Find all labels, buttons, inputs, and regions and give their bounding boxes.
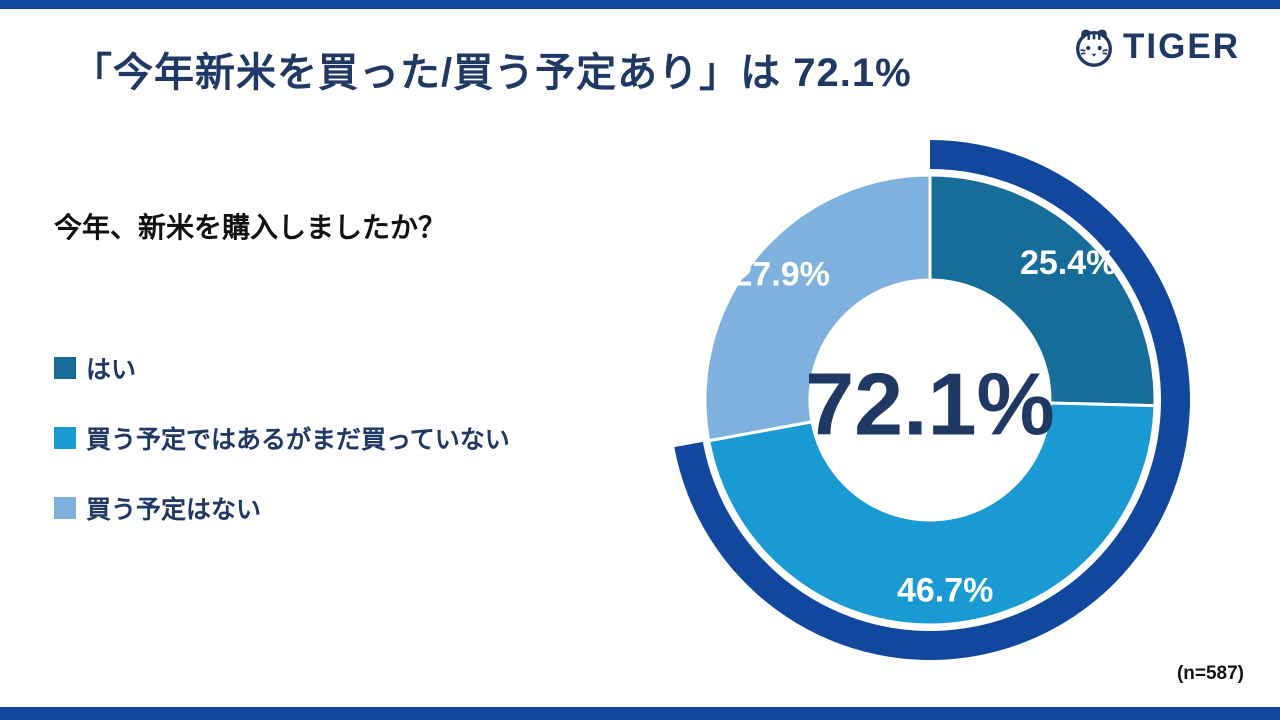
donut-svg: 25.4% 46.7% 27.9% 72.1% xyxy=(674,140,1190,660)
segment-value-label: 27.9% xyxy=(733,255,829,293)
legend-swatch xyxy=(54,427,76,449)
legend-swatch xyxy=(54,357,76,379)
tiger-brand-logo: TIGER xyxy=(1071,24,1240,70)
donut-segment-0 xyxy=(928,173,1157,408)
legend-label: 買う予定はない xyxy=(86,496,262,524)
bottom-accent-bar xyxy=(0,707,1280,720)
top-accent-bar xyxy=(0,0,1280,9)
donut-segment-1 xyxy=(706,401,1157,627)
legend-item-1: 買う予定ではあるがまだ買っていない xyxy=(54,420,510,456)
legend-swatch xyxy=(54,497,76,519)
legend-label: 買う予定ではあるがまだ買っていない xyxy=(86,426,510,454)
page-title: 「今年新米を買った/買う予定あり」は 72.1% xyxy=(72,51,912,95)
brand-name: TIGER xyxy=(1123,27,1240,66)
chart-legend: はい買う予定ではあるがまだ買っていない 買う予定はない xyxy=(54,350,510,526)
sample-size-note: (n=587) xyxy=(1176,663,1244,684)
donut-chart: 25.4% 46.7% 27.9% 72.1% xyxy=(665,135,1195,665)
segment-value-label: 25.4% xyxy=(1020,244,1116,282)
legend-label: はい xyxy=(86,356,137,384)
donut-center-value: 72.1% xyxy=(805,355,1055,454)
tiger-face-icon xyxy=(1076,29,1113,67)
donut-segment-2 xyxy=(703,173,932,443)
segment-value-label: 46.7% xyxy=(897,571,993,609)
legend-item-0: はい xyxy=(54,350,510,386)
legend-item-2: 買う予定はない xyxy=(54,490,510,526)
survey-question: 今年、新米を購入しましたか？ xyxy=(54,212,447,243)
